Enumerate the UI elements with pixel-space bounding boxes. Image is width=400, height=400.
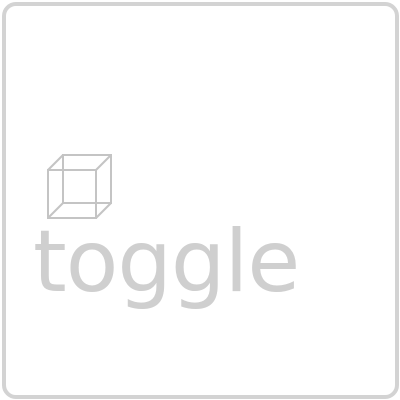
cube-wireframe-icon (47, 154, 112, 219)
tile-label: toggle (33, 212, 300, 312)
